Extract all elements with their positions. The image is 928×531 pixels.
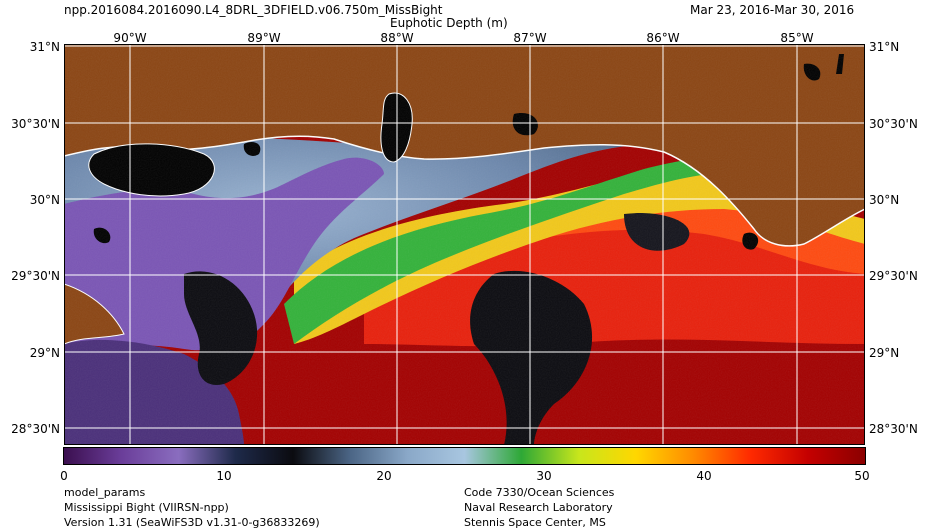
lon-label: 90°W bbox=[113, 31, 147, 45]
footer-left-line: model_params bbox=[64, 486, 146, 499]
lat-label-right: 29°N bbox=[869, 346, 900, 360]
lat-label-left: 29°N bbox=[29, 346, 60, 360]
lon-label: 89°W bbox=[247, 31, 281, 45]
lat-label-right: 28°30'N bbox=[869, 422, 918, 436]
colorbar-tick-label: 40 bbox=[696, 469, 712, 483]
colorbar-tick-label: 0 bbox=[60, 469, 68, 483]
footer-right-line: Naval Research Laboratory bbox=[464, 501, 613, 514]
footer-right-line: Code 7330/Ocean Sciences bbox=[464, 486, 615, 499]
lon-label: 87°W bbox=[513, 31, 547, 45]
lat-label-left: 31°N bbox=[29, 40, 60, 54]
map-frame bbox=[64, 44, 865, 445]
lon-label: 88°W bbox=[380, 31, 414, 45]
footer-right-line: Stennis Space Center, MS bbox=[464, 516, 606, 529]
lat-label-right: 30°N bbox=[869, 193, 900, 207]
colorbar-tick-label: 20 bbox=[376, 469, 392, 483]
colorbar-tick-label: 50 bbox=[854, 469, 870, 483]
lat-label-left: 28°30'N bbox=[11, 422, 60, 436]
product-title: npp.2016084.2016090.L4_8DRL_3DFIELD.v06.… bbox=[64, 3, 443, 17]
lat-label-left: 30°N bbox=[29, 193, 60, 207]
graticule bbox=[64, 44, 865, 445]
footer-left-line: Version 1.31 (SeaWiFS3D v1.31-0-g3683326… bbox=[64, 516, 320, 529]
lat-label-left: 30°30'N bbox=[11, 117, 60, 131]
colorbar-tick-label: 10 bbox=[216, 469, 232, 483]
speckle-texture bbox=[64, 44, 865, 445]
colorbar-tick-label: 30 bbox=[536, 469, 552, 483]
lon-label: 86°W bbox=[646, 31, 680, 45]
lon-label: 85°W bbox=[780, 31, 814, 45]
lat-label-right: 30°30'N bbox=[869, 117, 918, 131]
lat-label-right: 29°30'N bbox=[869, 269, 918, 283]
footer-left-line: Mississippi Bight (VIIRSN-npp) bbox=[64, 501, 229, 514]
lat-label-left: 29°30'N bbox=[11, 269, 60, 283]
euphotic-depth-map bbox=[64, 44, 865, 445]
date-range: Mar 23, 2016-Mar 30, 2016 bbox=[690, 3, 855, 17]
lat-label-right: 31°N bbox=[869, 40, 900, 54]
colorbar bbox=[63, 447, 866, 465]
parameter-title: Euphotic Depth (m) bbox=[390, 16, 508, 30]
